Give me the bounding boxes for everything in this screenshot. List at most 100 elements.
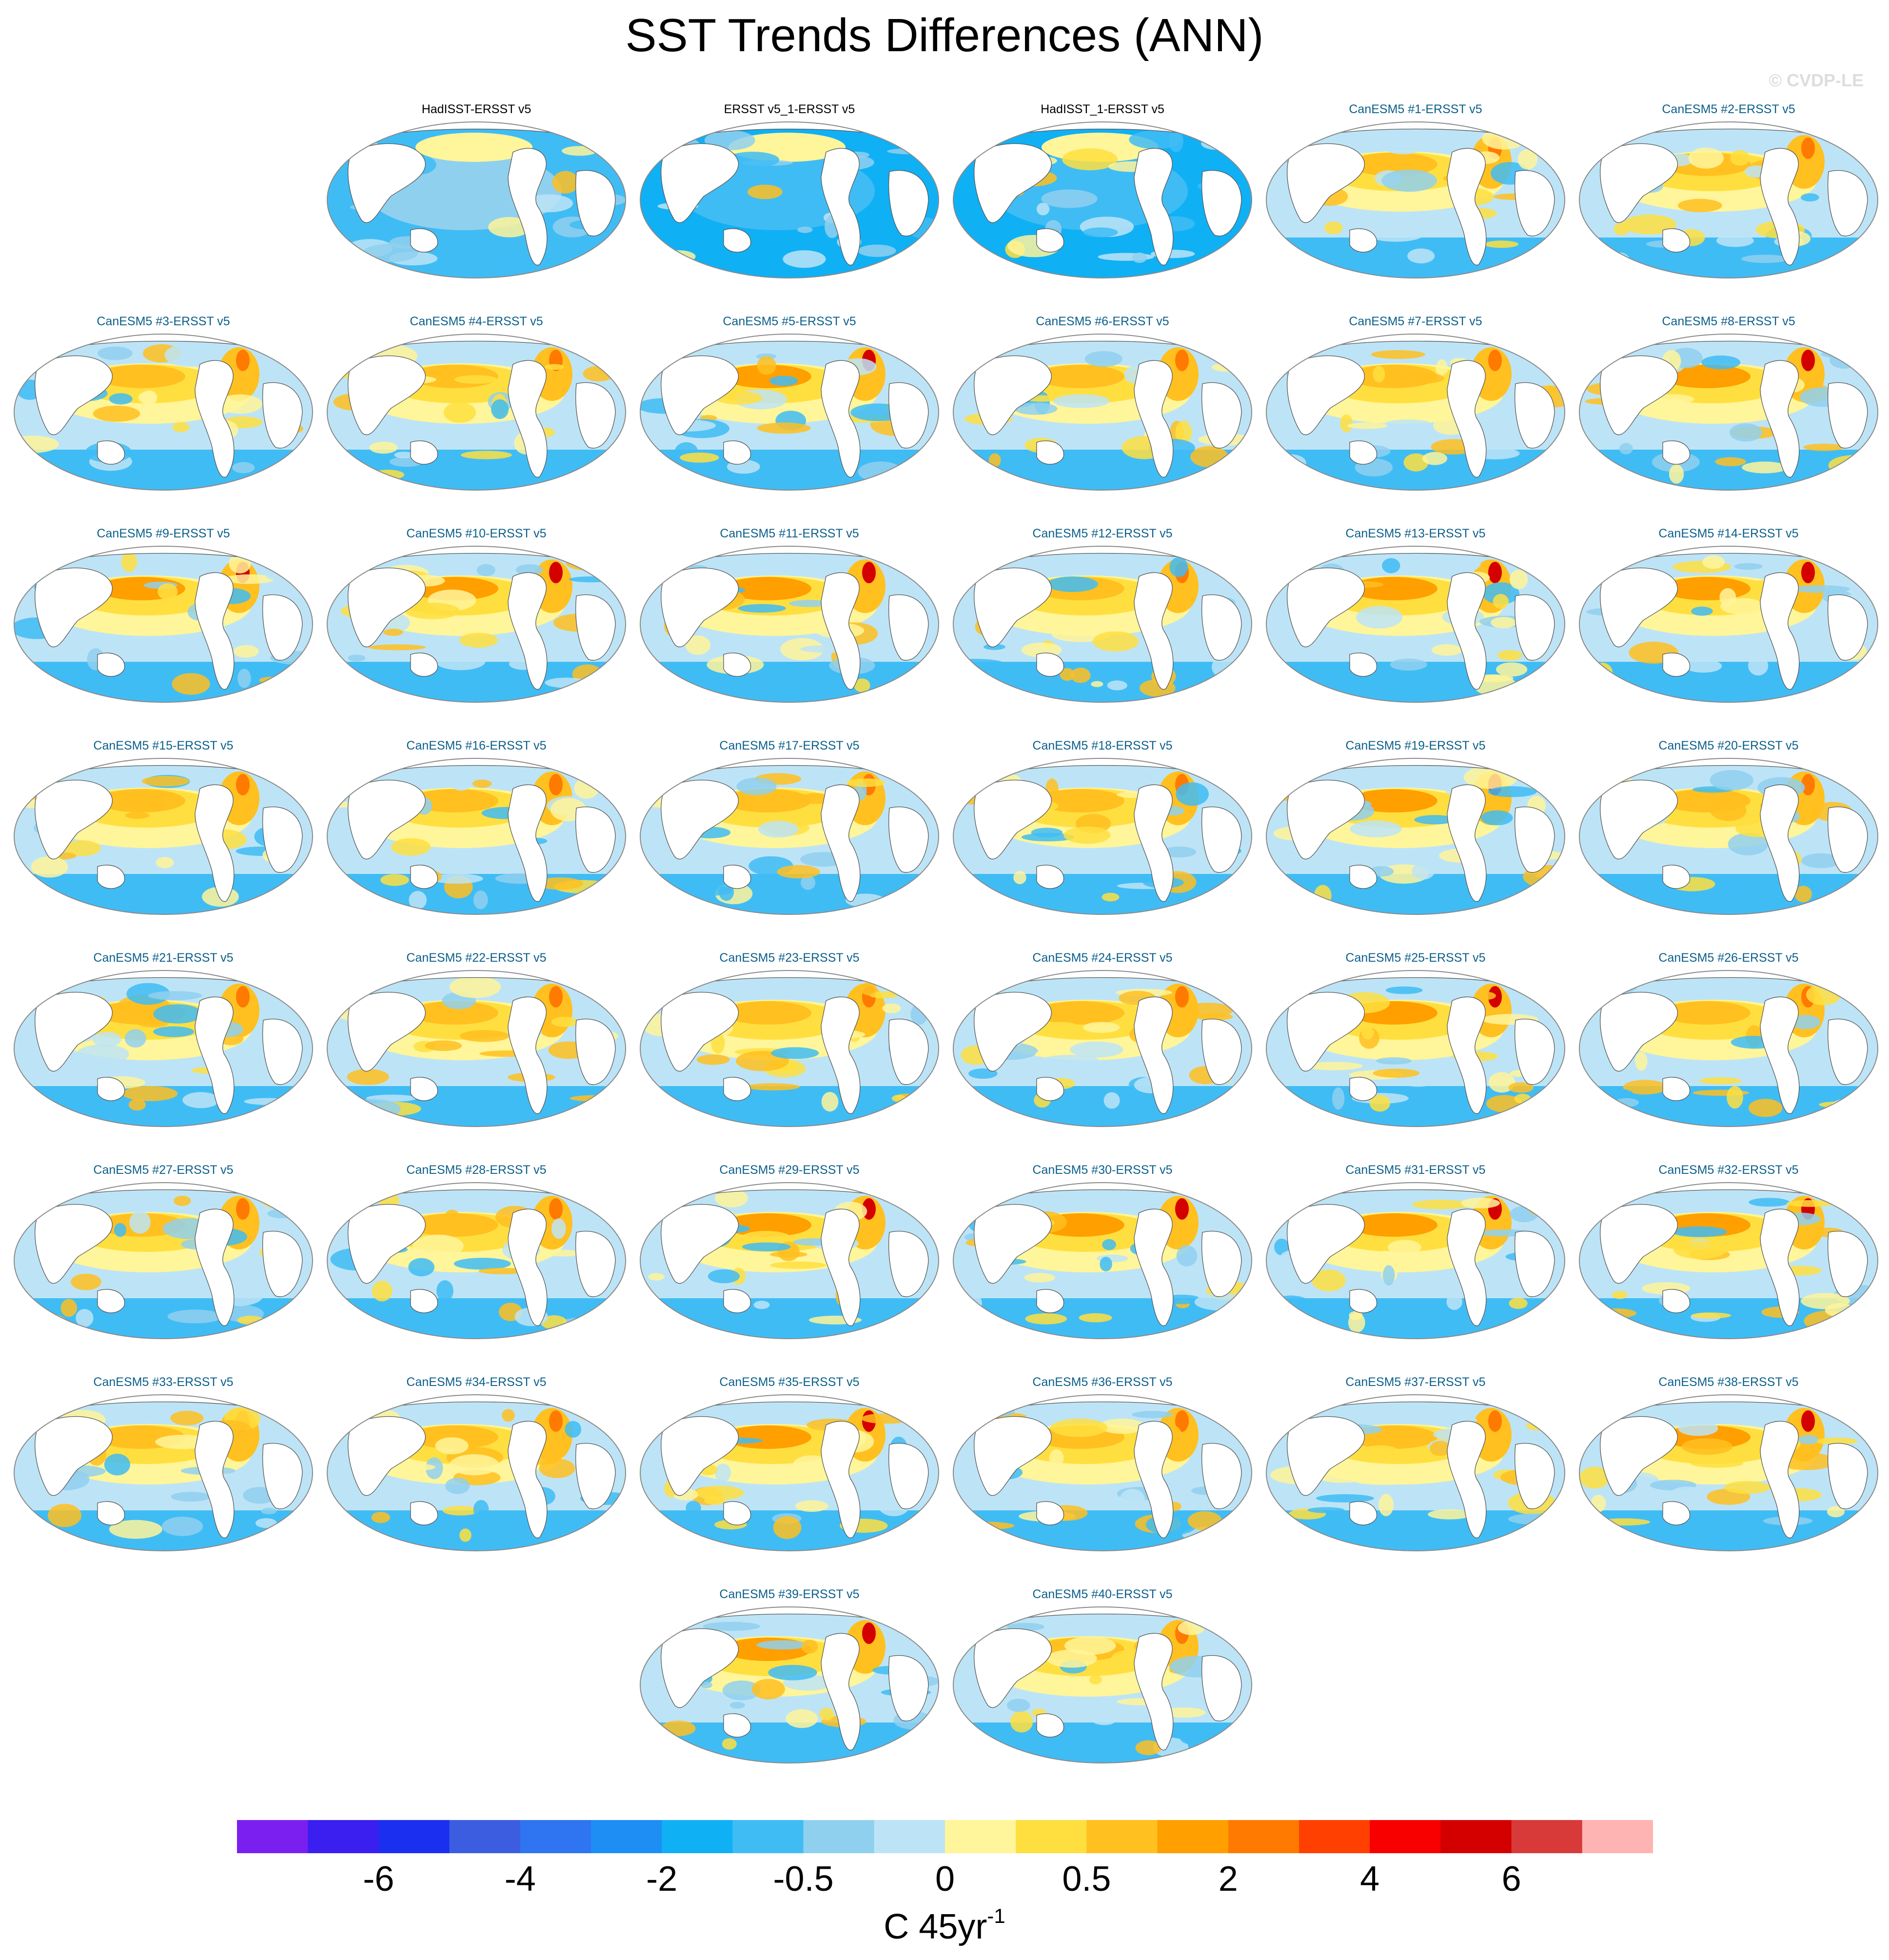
panel-title: CanESM5 #40-ERSST v5 bbox=[1032, 1587, 1173, 1601]
globe-map bbox=[14, 334, 313, 491]
map-panel: ERSST v5_1-ERSST v5 bbox=[636, 102, 943, 307]
map-panel: CanESM5 #40-ERSST v5 bbox=[949, 1587, 1256, 1792]
globe-map bbox=[327, 1182, 626, 1339]
map-panel: CanESM5 #9-ERSST v5 bbox=[10, 527, 317, 732]
panel-title: CanESM5 #21-ERSST v5 bbox=[93, 951, 234, 965]
map-panel: CanESM5 #4-ERSST v5 bbox=[323, 315, 630, 519]
colorbar-swatch bbox=[803, 1820, 875, 1853]
map-panel: CanESM5 #21-ERSST v5 bbox=[10, 951, 317, 1156]
colorbar-tick-label: -6 bbox=[363, 1860, 394, 1899]
panel-title: CanESM5 #36-ERSST v5 bbox=[1032, 1375, 1173, 1389]
panel-title: HadISST-ERSST v5 bbox=[421, 102, 531, 116]
map-panel: CanESM5 #5-ERSST v5 bbox=[636, 315, 943, 519]
figure-title: SST Trends Differences (ANN) bbox=[625, 9, 1264, 61]
panel-title: CanESM5 #35-ERSST v5 bbox=[719, 1375, 860, 1389]
map-panel: CanESM5 #18-ERSST v5 bbox=[949, 739, 1256, 944]
colorbar-swatch bbox=[874, 1820, 945, 1853]
panel-title: CanESM5 #16-ERSST v5 bbox=[406, 739, 547, 752]
colorbar-tick-label: -0.5 bbox=[773, 1860, 834, 1899]
map-panel: CanESM5 #38-ERSST v5 bbox=[1575, 1375, 1882, 1580]
panel-title: CanESM5 #15-ERSST v5 bbox=[93, 739, 234, 752]
colorbar-swatch bbox=[1440, 1820, 1512, 1853]
globe-map bbox=[1579, 1394, 1878, 1551]
map-panel: HadISST_1-ERSST v5 bbox=[949, 102, 1256, 307]
globe-map bbox=[1579, 121, 1878, 278]
map-panel: CanESM5 #22-ERSST v5 bbox=[323, 951, 630, 1156]
colorbar-swatch bbox=[1511, 1820, 1583, 1853]
map-panel: CanESM5 #35-ERSST v5 bbox=[636, 1375, 943, 1580]
globe-map bbox=[640, 1394, 939, 1551]
globe-map bbox=[327, 546, 626, 703]
map-panel: CanESM5 #12-ERSST v5 bbox=[949, 527, 1256, 732]
map-panel: CanESM5 #6-ERSST v5 bbox=[949, 315, 1256, 519]
globe-map bbox=[327, 970, 626, 1127]
globe-map bbox=[640, 1606, 939, 1763]
panel-title: CanESM5 #13-ERSST v5 bbox=[1345, 527, 1486, 540]
globe-map bbox=[14, 1182, 313, 1339]
units-exponent: -1 bbox=[987, 1904, 1005, 1927]
globe-map bbox=[640, 121, 939, 278]
map-panel: CanESM5 #24-ERSST v5 bbox=[949, 951, 1256, 1156]
panel-title: CanESM5 #23-ERSST v5 bbox=[719, 951, 860, 965]
globe-map bbox=[1266, 970, 1565, 1127]
globe-map bbox=[953, 758, 1252, 915]
map-panel: CanESM5 #10-ERSST v5 bbox=[323, 527, 630, 732]
colorbar-tick-label: 4 bbox=[1360, 1860, 1380, 1899]
colorbar-tick-label: -4 bbox=[504, 1860, 536, 1899]
globe-map bbox=[1266, 1394, 1565, 1551]
panel-title: CanESM5 #6-ERSST v5 bbox=[1036, 315, 1169, 328]
colorbar-swatch bbox=[591, 1820, 662, 1853]
panel-title: CanESM5 #20-ERSST v5 bbox=[1658, 739, 1799, 752]
globe-map bbox=[327, 121, 626, 278]
colorbar-tick-label: -2 bbox=[646, 1860, 678, 1899]
panel-title: ERSST v5_1-ERSST v5 bbox=[724, 102, 855, 116]
map-panel: CanESM5 #31-ERSST v5 bbox=[1262, 1163, 1569, 1368]
panel-title: CanESM5 #9-ERSST v5 bbox=[97, 527, 230, 540]
map-panel: CanESM5 #36-ERSST v5 bbox=[949, 1375, 1256, 1580]
globe-map bbox=[640, 970, 939, 1127]
panel-title: CanESM5 #10-ERSST v5 bbox=[406, 527, 547, 540]
panel-title: CanESM5 #14-ERSST v5 bbox=[1658, 527, 1799, 540]
panel-title: CanESM5 #17-ERSST v5 bbox=[719, 739, 860, 752]
panel-title: CanESM5 #2-ERSST v5 bbox=[1662, 102, 1795, 116]
colorbar-swatch bbox=[520, 1820, 591, 1853]
colorbar-swatch bbox=[1228, 1820, 1299, 1853]
globe-map bbox=[1579, 546, 1878, 703]
map-panel: CanESM5 #28-ERSST v5 bbox=[323, 1163, 630, 1368]
colorbar-tick-label: 6 bbox=[1501, 1860, 1521, 1899]
map-panel: CanESM5 #27-ERSST v5 bbox=[10, 1163, 317, 1368]
colorbar-swatch bbox=[1370, 1820, 1441, 1853]
panel-title: CanESM5 #1-ERSST v5 bbox=[1349, 102, 1482, 116]
panel-title: CanESM5 #37-ERSST v5 bbox=[1345, 1375, 1486, 1389]
panel-title: CanESM5 #29-ERSST v5 bbox=[719, 1163, 860, 1177]
globe-map bbox=[1579, 334, 1878, 491]
map-panel: CanESM5 #8-ERSST v5 bbox=[1575, 315, 1882, 519]
map-panel: CanESM5 #30-ERSST v5 bbox=[949, 1163, 1256, 1368]
colorbar-swatch bbox=[378, 1820, 450, 1853]
colorbar-units: C 45yr-1 bbox=[0, 1904, 1889, 1947]
globe-map bbox=[1266, 758, 1565, 915]
map-panel: CanESM5 #16-ERSST v5 bbox=[323, 739, 630, 944]
colorbar-tick-labels: -6 -4 -2 -0.5 0 0.5 2 4 6 bbox=[237, 1859, 1653, 1903]
map-panel: CanESM5 #34-ERSST v5 bbox=[323, 1375, 630, 1580]
map-panel: CanESM5 #14-ERSST v5 bbox=[1575, 527, 1882, 732]
globe-map bbox=[1579, 1182, 1878, 1339]
panel-title: CanESM5 #12-ERSST v5 bbox=[1032, 527, 1173, 540]
colorbar-swatch bbox=[449, 1820, 521, 1853]
map-panel: CanESM5 #7-ERSST v5 bbox=[1262, 315, 1569, 519]
globe-map bbox=[953, 1182, 1252, 1339]
map-panel: CanESM5 #33-ERSST v5 bbox=[10, 1375, 317, 1580]
globe-map bbox=[327, 758, 626, 915]
panel-title: CanESM5 #24-ERSST v5 bbox=[1032, 951, 1173, 965]
globe-map bbox=[640, 334, 939, 491]
colorbar-swatch bbox=[1016, 1820, 1087, 1853]
map-panel: CanESM5 #2-ERSST v5 bbox=[1575, 102, 1882, 307]
globe-map bbox=[14, 546, 313, 703]
panel-title: HadISST_1-ERSST v5 bbox=[1041, 102, 1164, 116]
colorbar-swatch bbox=[308, 1820, 379, 1853]
panel-title: CanESM5 #19-ERSST v5 bbox=[1345, 739, 1486, 752]
colorbar-swatch bbox=[732, 1820, 804, 1853]
globe-map bbox=[640, 546, 939, 703]
map-panel: CanESM5 #15-ERSST v5 bbox=[10, 739, 317, 944]
panel-title: CanESM5 #38-ERSST v5 bbox=[1658, 1375, 1799, 1389]
